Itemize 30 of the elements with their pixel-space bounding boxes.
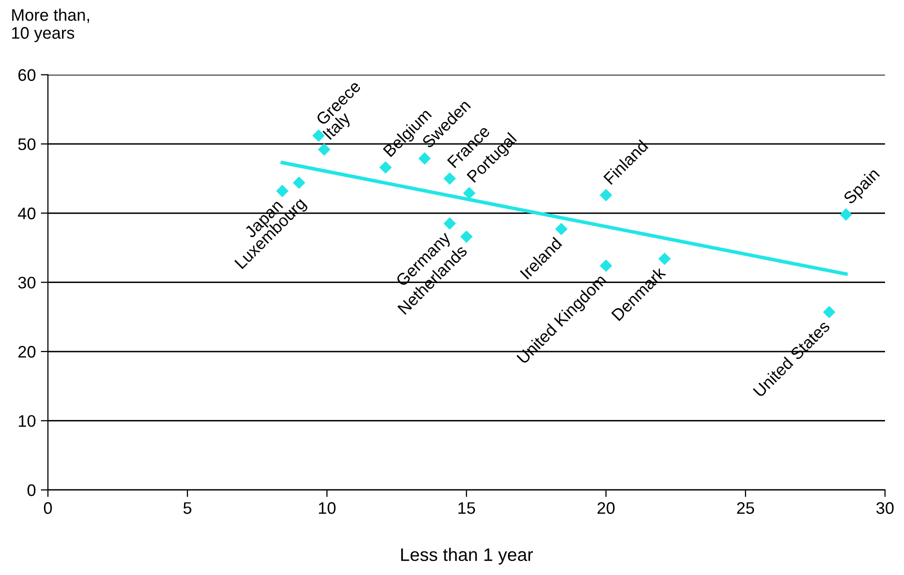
x-tick-label: 0	[44, 502, 52, 514]
point	[318, 143, 330, 156]
point	[444, 172, 456, 185]
y-tick-label: 50	[18, 138, 36, 150]
point	[444, 217, 456, 230]
x-tick-label: 20	[598, 502, 615, 514]
point	[555, 222, 568, 236]
x-tick-label: 5	[183, 502, 192, 514]
y-tick-label: 60	[18, 69, 36, 81]
point	[840, 208, 852, 221]
point	[600, 260, 612, 272]
point	[823, 306, 836, 318]
point	[658, 252, 671, 266]
y-tick-label: 10	[18, 415, 36, 427]
y-tick-label: 40	[18, 208, 36, 220]
y-axis-title: More than, 10 years	[12, 8, 90, 42]
x-axis-title: Less than 1 year	[401, 548, 533, 565]
point	[460, 230, 473, 243]
point	[463, 186, 476, 200]
point	[600, 188, 612, 202]
x-tick-label: 10	[318, 502, 336, 514]
x-tick-label: 30	[876, 502, 894, 514]
point	[379, 161, 392, 174]
y-tick-label: 0	[27, 484, 36, 496]
y-tick-label: 30	[18, 276, 36, 289]
point	[276, 184, 289, 198]
x-tick-label: 15	[458, 502, 476, 514]
y-tick-label: 20	[18, 346, 36, 358]
point	[292, 176, 306, 189]
x-tick-label: 25	[737, 502, 754, 514]
